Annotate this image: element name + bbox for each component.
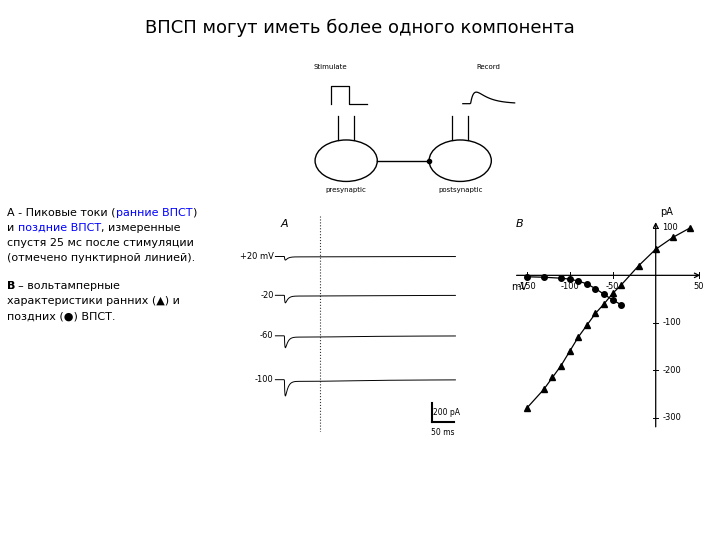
Text: В – вольтамперные: В – вольтамперные xyxy=(7,281,120,291)
Text: -300: -300 xyxy=(662,413,681,422)
Text: спустя 25 мс после стимуляции: спустя 25 мс после стимуляции xyxy=(7,238,194,248)
Text: mV: mV xyxy=(511,282,527,293)
Text: ): ) xyxy=(192,208,197,218)
Text: -150: -150 xyxy=(517,282,536,292)
Text: -50: -50 xyxy=(606,282,619,292)
Text: Record: Record xyxy=(477,64,500,70)
Text: ВПСП могут иметь более одного компонента: ВПСП могут иметь более одного компонента xyxy=(145,19,575,37)
Text: А - Пиковые токи (: А - Пиковые токи ( xyxy=(7,208,116,218)
Text: pA: pA xyxy=(660,207,673,218)
Text: и: и xyxy=(7,223,18,233)
Text: В: В xyxy=(7,281,16,291)
Text: presynaptic: presynaptic xyxy=(325,187,366,193)
Text: postsynaptic: postsynaptic xyxy=(438,187,482,193)
Text: -100: -100 xyxy=(662,318,681,327)
Text: +20 mV: +20 mV xyxy=(240,252,274,261)
Text: 200 pA: 200 pA xyxy=(433,408,460,417)
Text: (отмечено пунктирной линией).: (отмечено пунктирной линией). xyxy=(7,253,195,264)
Text: 50: 50 xyxy=(693,282,704,292)
Text: -100: -100 xyxy=(560,282,579,292)
Text: 50 ms: 50 ms xyxy=(431,428,454,437)
Text: Stimulate: Stimulate xyxy=(314,64,348,70)
Text: A: A xyxy=(281,219,289,230)
Text: поздние ВПСТ: поздние ВПСТ xyxy=(18,223,101,233)
Text: B: B xyxy=(516,219,523,230)
Text: 100: 100 xyxy=(662,224,678,232)
Text: -60: -60 xyxy=(260,332,274,340)
Text: поздних (●) ВПСТ.: поздних (●) ВПСТ. xyxy=(7,311,116,321)
Text: -200: -200 xyxy=(662,366,681,375)
Text: , измеренные: , измеренные xyxy=(101,223,181,233)
Text: -20: -20 xyxy=(260,291,274,300)
Text: -100: -100 xyxy=(255,375,274,384)
Text: ранние ВПСТ: ранние ВПСТ xyxy=(116,208,192,218)
Text: характеристики ранних (▲) и: характеристики ранних (▲) и xyxy=(7,296,180,306)
